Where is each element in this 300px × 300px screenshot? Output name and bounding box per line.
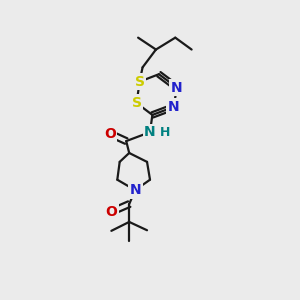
Text: N: N (129, 183, 141, 197)
Text: H: H (160, 126, 170, 139)
Text: O: O (105, 205, 117, 219)
Text: S: S (135, 75, 145, 88)
Text: S: S (132, 96, 142, 110)
Text: N: N (144, 125, 156, 139)
Text: N: N (168, 100, 180, 114)
Text: O: O (104, 127, 116, 141)
Text: N: N (171, 81, 183, 94)
